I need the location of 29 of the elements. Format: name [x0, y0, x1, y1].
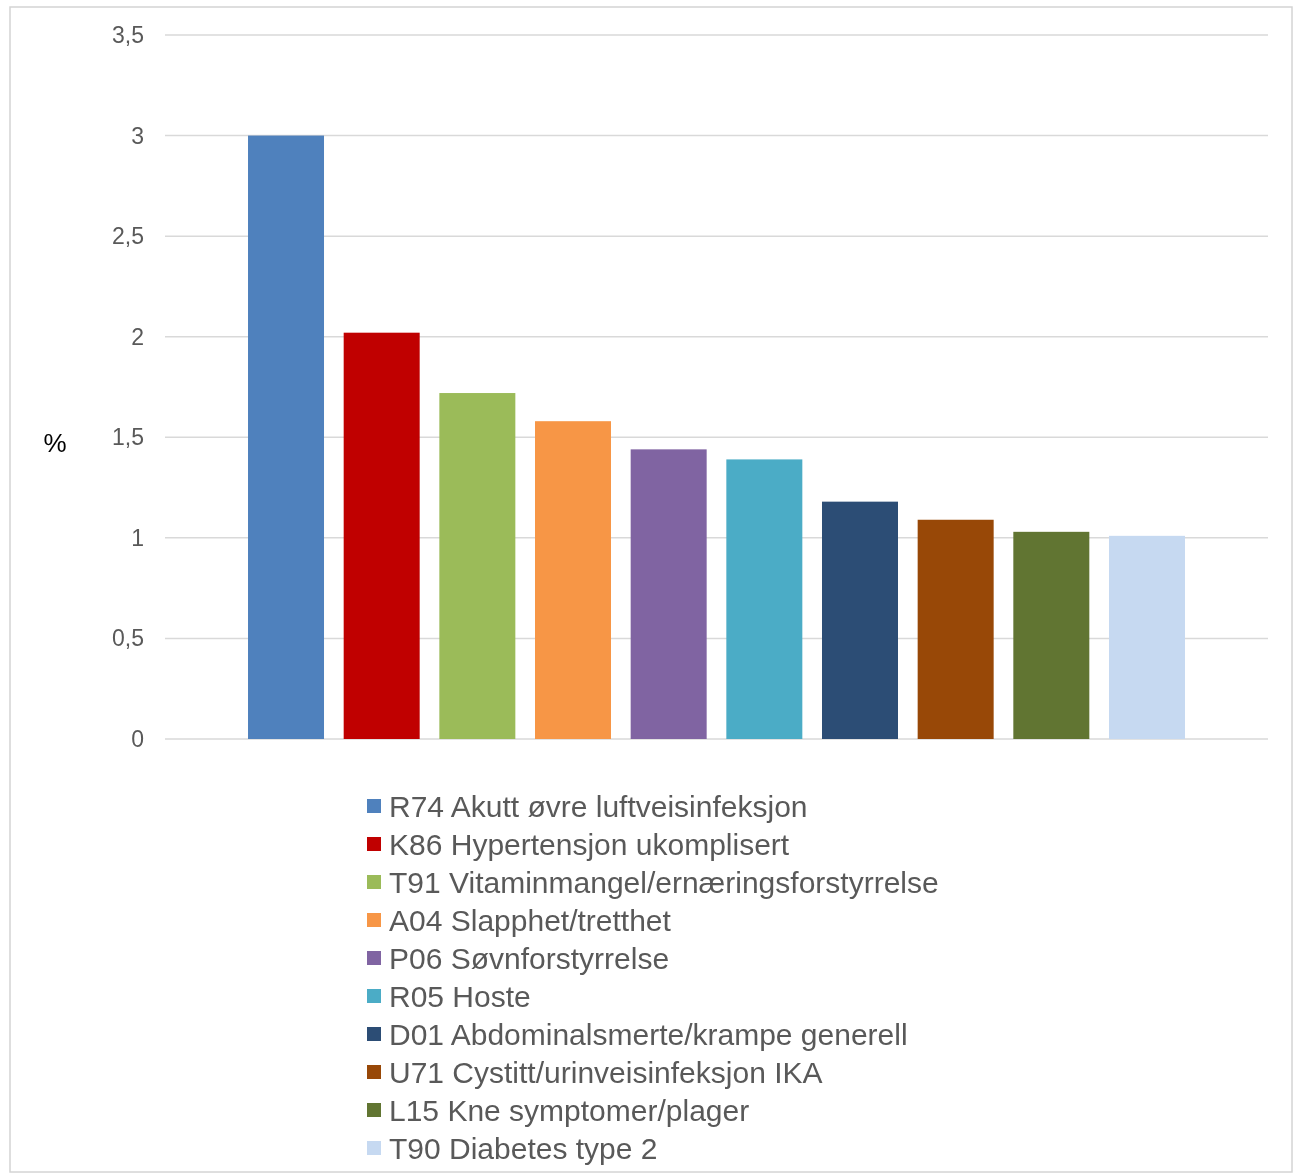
bar — [248, 135, 325, 739]
y-tick-label: 3,5 — [112, 22, 144, 48]
y-tick-label: 0 — [131, 726, 144, 752]
y-tick-label: 1 — [131, 524, 144, 551]
legend-label: U71 Cystitt/urinveisinfeksjon IKA — [389, 1055, 823, 1089]
y-tick-label: 2 — [131, 323, 144, 350]
bar — [726, 459, 803, 739]
y-tick-label: 1,5 — [112, 424, 144, 451]
bar — [343, 332, 420, 739]
bar — [630, 449, 707, 739]
legend-label: L15 Kne symptomer/plager — [389, 1093, 750, 1127]
legend-label: R74 Akutt øvre luftveisinfeksjon — [389, 789, 808, 823]
bar — [917, 519, 994, 739]
bar — [822, 501, 898, 739]
legend-label: D01 Abdominalsmerte/krampe generell — [389, 1017, 908, 1051]
y-tick-label: 0,5 — [112, 625, 144, 652]
y-tick-label: 3 — [131, 122, 144, 149]
y-axis-title: % — [43, 428, 67, 458]
legend-label: T91 Vitaminmangel/ernæringsforstyrrelse — [389, 865, 939, 899]
bar — [1013, 531, 1090, 739]
bar — [1108, 535, 1185, 739]
legend-label: R05 Hoste — [389, 979, 531, 1013]
legend-label: K86 Hypertensjon ukomplisert — [389, 827, 790, 861]
bar — [439, 393, 516, 739]
y-tick-label: 2,5 — [112, 223, 144, 250]
bar — [535, 421, 611, 739]
legend-label: A04 Slapphet/tretthet — [389, 903, 672, 937]
legend-label: T90 Diabetes type 2 — [389, 1131, 658, 1165]
legend-label: P06 Søvnforstyrrelse — [389, 941, 670, 975]
